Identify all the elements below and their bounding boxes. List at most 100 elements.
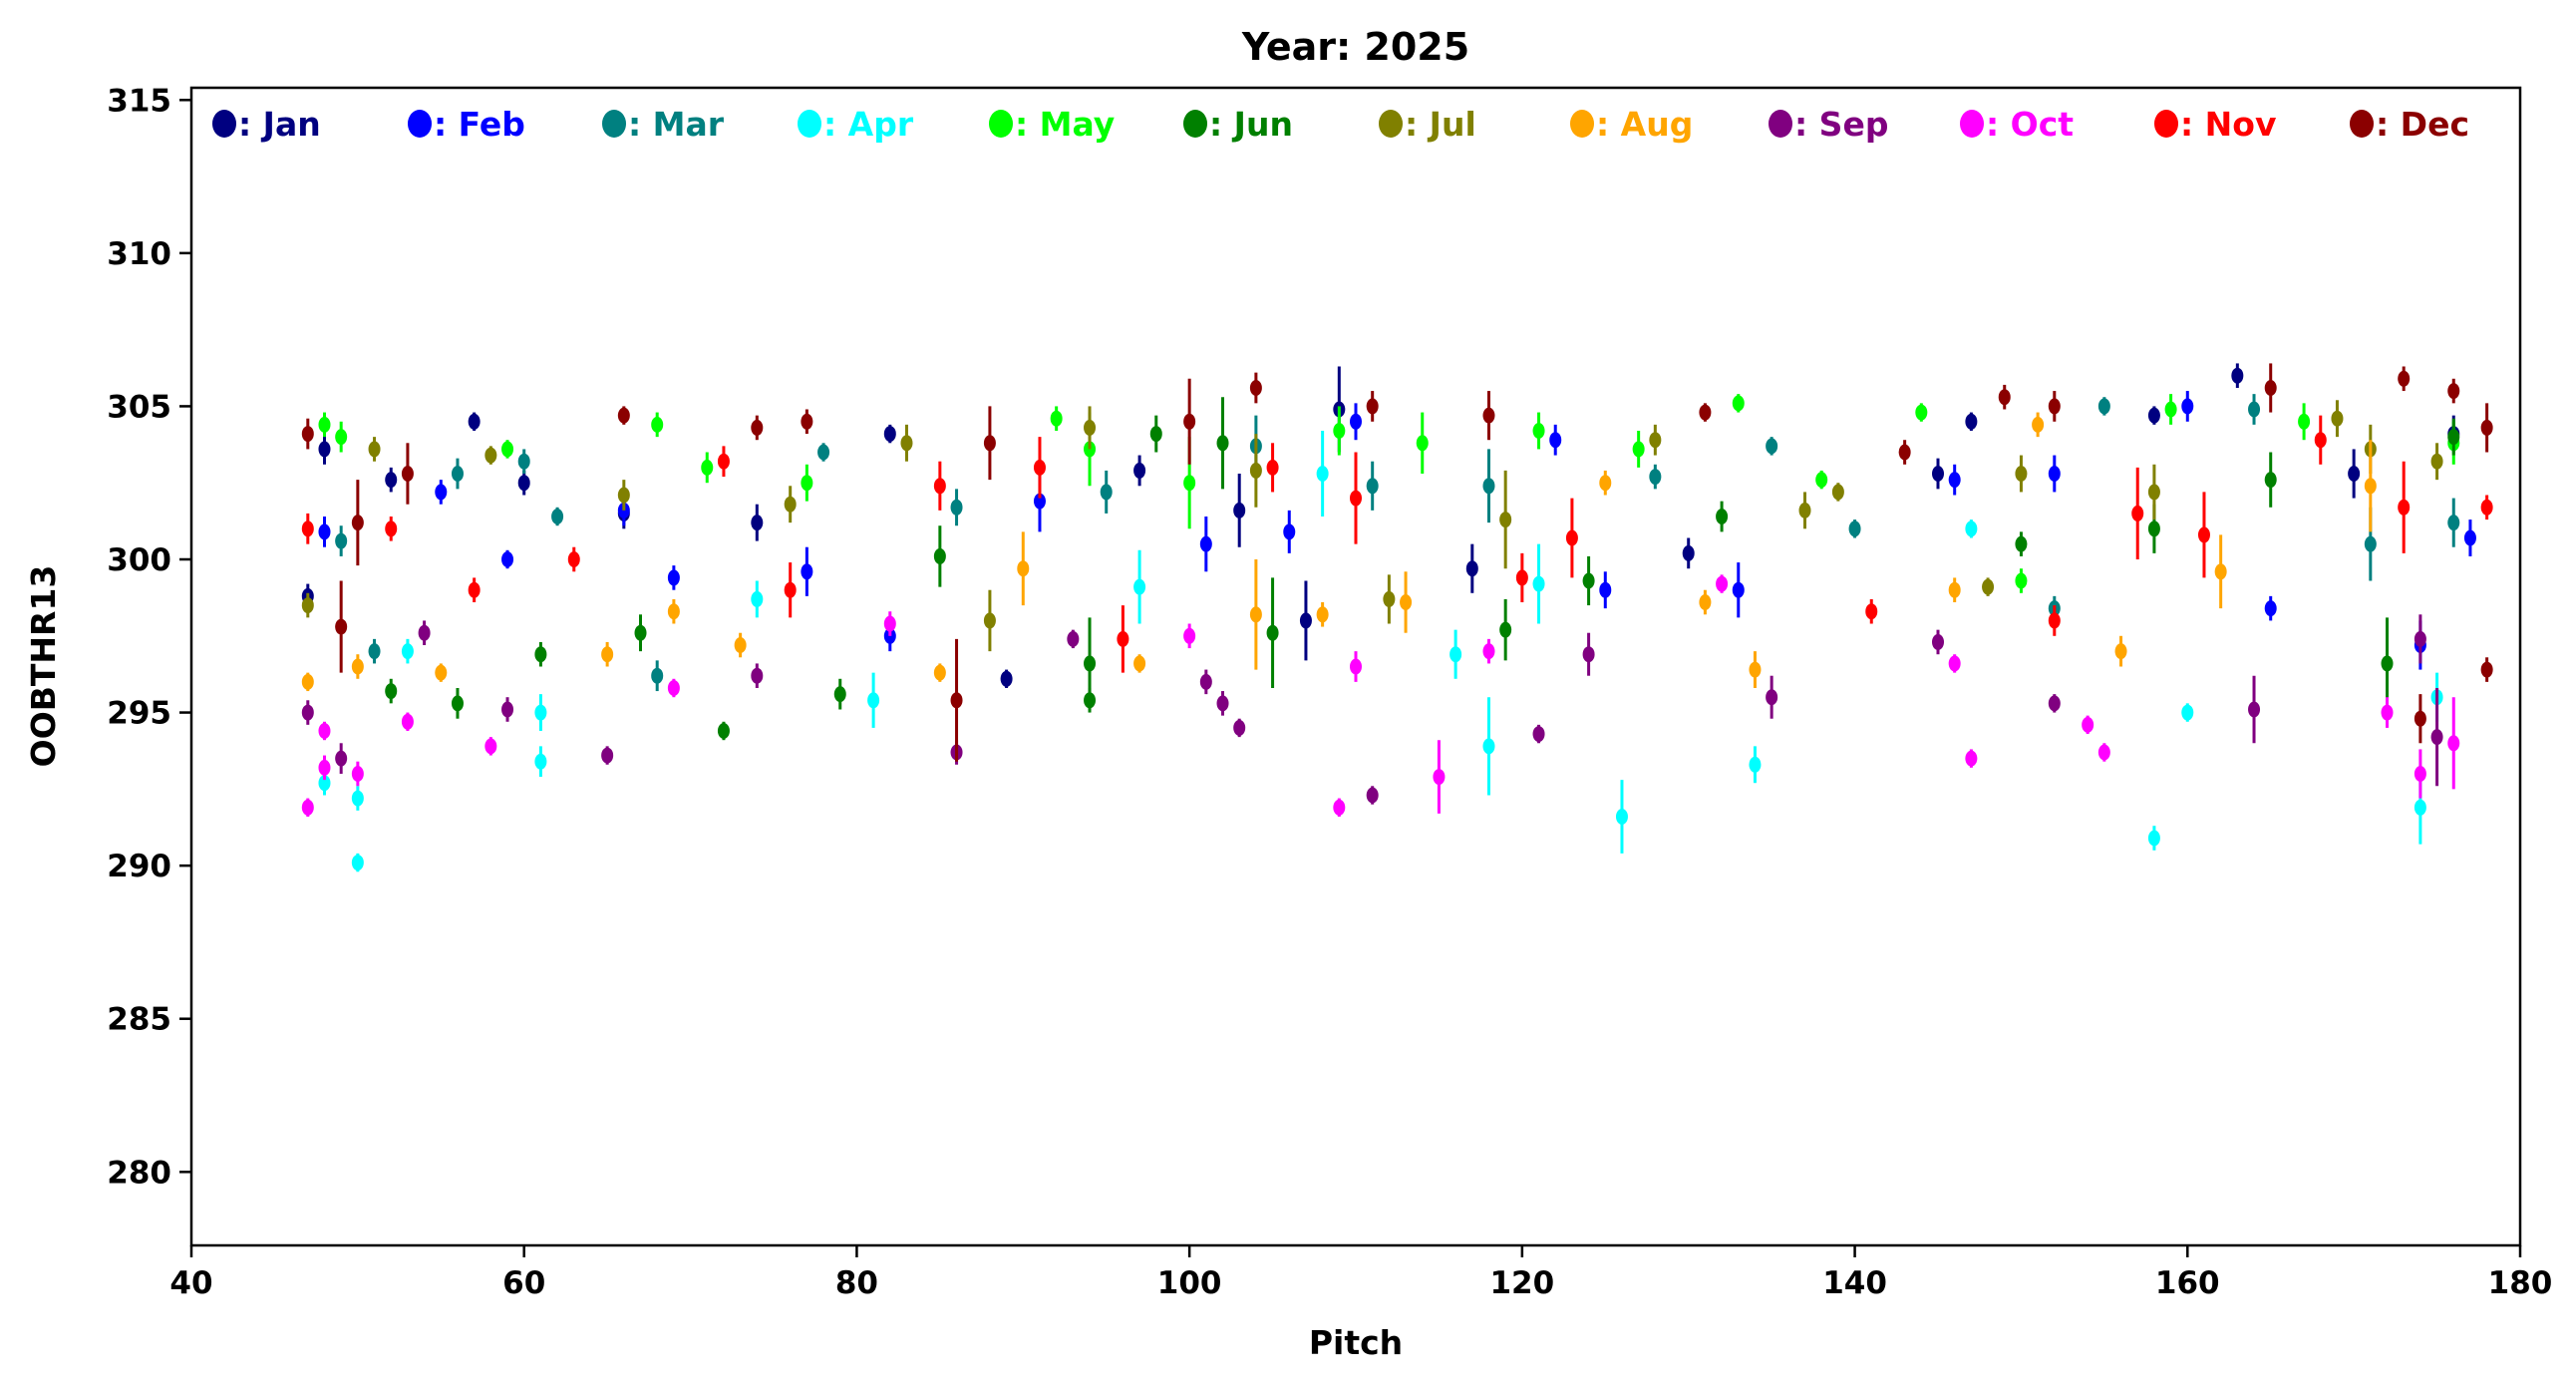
data-point bbox=[2048, 695, 2061, 712]
data-point bbox=[601, 747, 614, 764]
data-point bbox=[734, 637, 747, 653]
data-point bbox=[1532, 575, 1545, 592]
data-point bbox=[484, 447, 497, 464]
legend-label: : Apr bbox=[823, 105, 914, 144]
data-point bbox=[351, 855, 364, 871]
x-tick-label: 80 bbox=[835, 1265, 878, 1301]
data-point bbox=[501, 701, 514, 718]
data-point bbox=[2414, 766, 2426, 782]
data-point bbox=[1865, 603, 1878, 620]
data-point bbox=[1749, 756, 1762, 773]
data-point bbox=[1982, 578, 1995, 595]
data-point bbox=[2480, 661, 2493, 678]
data-point bbox=[2015, 572, 2028, 589]
data-point bbox=[318, 723, 331, 739]
data-point bbox=[1416, 435, 1429, 452]
data-point bbox=[2447, 735, 2460, 752]
data-point bbox=[1732, 581, 1745, 598]
data-point bbox=[667, 603, 680, 620]
data-point bbox=[401, 643, 414, 660]
data-point bbox=[1216, 695, 1229, 712]
data-point bbox=[1549, 432, 1562, 449]
data-point bbox=[517, 475, 530, 492]
data-point bbox=[2032, 416, 2045, 433]
data-point bbox=[1199, 535, 1212, 552]
data-point bbox=[1815, 472, 1828, 489]
legend-label: : Jan bbox=[238, 105, 321, 144]
data-point bbox=[1499, 512, 1512, 528]
data-point bbox=[2447, 383, 2460, 400]
data-point bbox=[501, 551, 514, 567]
data-point bbox=[983, 612, 996, 629]
data-point bbox=[418, 624, 431, 641]
data-point bbox=[1582, 572, 1595, 589]
x-tick-label: 140 bbox=[1822, 1265, 1887, 1301]
data-point bbox=[1948, 581, 1961, 598]
data-point bbox=[833, 686, 846, 703]
data-point bbox=[335, 750, 348, 767]
data-point bbox=[385, 683, 398, 700]
data-point bbox=[1266, 459, 1279, 476]
data-point bbox=[617, 407, 630, 424]
data-point bbox=[2381, 655, 2394, 672]
legend-marker bbox=[798, 110, 821, 138]
data-point bbox=[1699, 404, 1712, 421]
legend-marker bbox=[408, 110, 432, 138]
data-point bbox=[551, 509, 564, 524]
y-tick-label: 290 bbox=[107, 849, 171, 884]
data-point bbox=[1133, 578, 1146, 595]
data-point bbox=[1283, 523, 1296, 540]
data-point bbox=[301, 520, 314, 537]
data-point bbox=[401, 466, 414, 482]
data-point bbox=[1366, 398, 1379, 415]
data-point bbox=[2381, 704, 2394, 721]
data-point bbox=[2097, 398, 2110, 415]
data-point bbox=[1383, 590, 1396, 607]
data-point bbox=[1932, 466, 1944, 482]
data-point bbox=[2048, 466, 2061, 482]
data-point bbox=[1482, 738, 1495, 755]
legend-label: : Mar bbox=[628, 105, 725, 144]
data-point bbox=[1716, 509, 1729, 524]
data-point bbox=[2414, 710, 2426, 727]
data-point bbox=[1848, 520, 1861, 537]
data-point bbox=[318, 523, 331, 540]
data-point bbox=[1831, 484, 1844, 501]
data-point bbox=[1798, 502, 1811, 519]
data-point bbox=[1965, 520, 1978, 537]
data-point bbox=[2414, 799, 2426, 816]
data-point bbox=[335, 618, 348, 635]
data-point bbox=[1117, 630, 1129, 647]
legend-marker bbox=[1570, 110, 1594, 138]
data-point bbox=[1932, 633, 1944, 650]
data-point bbox=[468, 581, 481, 598]
data-point bbox=[1350, 658, 1362, 675]
data-point bbox=[2264, 380, 2277, 396]
data-point bbox=[717, 453, 730, 470]
data-point bbox=[1649, 432, 1662, 449]
data-point bbox=[1199, 673, 1212, 690]
data-point bbox=[318, 775, 331, 792]
legend-marker bbox=[212, 110, 236, 138]
series-apr bbox=[318, 431, 2443, 872]
data-point bbox=[617, 502, 630, 519]
data-point bbox=[2398, 499, 2411, 516]
data-point bbox=[1316, 466, 1329, 482]
data-point bbox=[2048, 398, 2061, 415]
series-mar bbox=[335, 394, 2460, 692]
data-point bbox=[2398, 370, 2411, 387]
data-point bbox=[784, 496, 797, 513]
data-point bbox=[1033, 493, 1046, 510]
data-point bbox=[801, 413, 813, 430]
data-point bbox=[2097, 744, 2110, 761]
data-point bbox=[634, 624, 647, 641]
data-points bbox=[301, 363, 2493, 872]
data-point bbox=[501, 441, 514, 458]
y-tick-label: 295 bbox=[107, 696, 171, 732]
data-point bbox=[1699, 594, 1712, 610]
data-point bbox=[1433, 769, 1446, 786]
data-point bbox=[401, 713, 414, 730]
data-point bbox=[1482, 643, 1495, 660]
data-point bbox=[751, 590, 764, 607]
data-point bbox=[1948, 655, 1961, 672]
